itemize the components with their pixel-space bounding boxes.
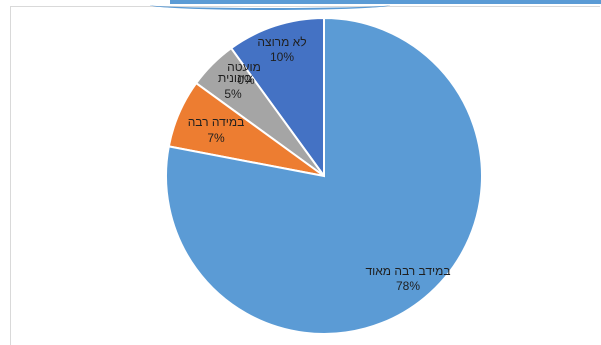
- pie-slice: [229, 16, 325, 180]
- slice-percent-label: 10%: [270, 50, 294, 64]
- header-accent-bar: [170, 0, 601, 4]
- slice-percent-label: 5%: [224, 87, 242, 101]
- slice-percent-label: 78%: [396, 279, 420, 293]
- slice-label: בינונית: [218, 71, 252, 85]
- slice-label: מועטה: [227, 60, 261, 74]
- header-accent-curve: [150, 0, 390, 10]
- pie-slice: [165, 16, 483, 335]
- pie-slices: [165, 16, 483, 335]
- slice-label: לא מרוצה: [257, 35, 306, 49]
- slice-percent-label: 0%: [237, 73, 255, 87]
- slice-label: במידה רבה: [188, 115, 245, 129]
- slice-label: במידב רבה מאוד: [365, 264, 450, 278]
- slice-percent-label: 7%: [207, 131, 225, 145]
